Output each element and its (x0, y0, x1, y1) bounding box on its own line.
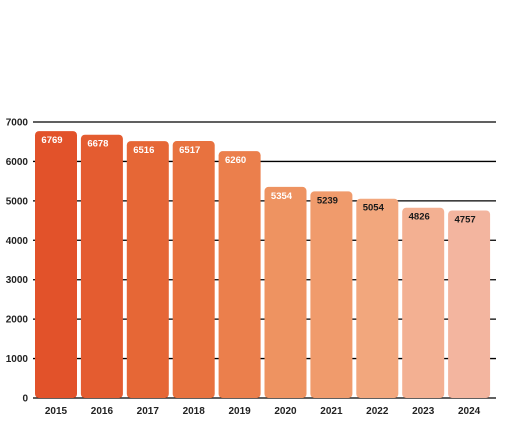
x-tick-label-2015: 2015 (45, 406, 68, 417)
y-tick-label-7000: 7000 (6, 118, 29, 129)
y-tick-label-3000: 3000 (6, 275, 29, 286)
bar-2017 (126, 141, 169, 398)
bar-2019 (218, 151, 261, 398)
y-tick-label-6000: 6000 (6, 157, 29, 168)
y-tick-label-4000: 4000 (6, 236, 29, 247)
x-tick-label-2020: 2020 (274, 406, 297, 417)
data-label-2018: 6517 (179, 145, 200, 156)
x-tick-label-2017: 2017 (137, 406, 160, 417)
x-axis-tick-labels: 2015 2016 2017 2018 2019 2020 2021 2022 2023 2024 (45, 406, 481, 417)
bar-2023 (402, 207, 445, 398)
data-label-2015: 6769 (41, 135, 62, 146)
bar-2020 (264, 186, 307, 398)
data-label-2024: 4757 (455, 214, 476, 225)
data-label-2021: 5239 (317, 195, 338, 206)
data-label-2023: 4826 (409, 212, 430, 223)
data-labels: 6769 6678 6516 6517 6260 5354 5239 5054 4826 4757 (41, 135, 475, 225)
x-tick-label-2022: 2022 (366, 406, 389, 417)
bar-2018 (172, 141, 215, 398)
x-tick-label-2024: 2024 (458, 406, 481, 417)
y-tick-label-2000: 2000 (6, 315, 29, 326)
data-label-2019: 6260 (225, 155, 246, 166)
bar-2022 (356, 198, 399, 398)
data-label-2016: 6678 (87, 139, 108, 150)
data-label-2017: 6516 (133, 145, 154, 156)
y-tick-label-0: 0 (22, 394, 28, 405)
bar-2016 (80, 134, 123, 399)
x-tick-label-2021: 2021 (320, 406, 343, 417)
bar-2024 (448, 210, 491, 398)
x-tick-label-2019: 2019 (228, 406, 251, 417)
y-axis-tick-labels: 0 1000 2000 3000 4000 5000 6000 7000 (6, 118, 29, 405)
x-tick-label-2016: 2016 (91, 406, 114, 417)
y-tick-label-1000: 1000 (6, 354, 29, 365)
x-tick-label-2023: 2023 (412, 406, 435, 417)
y-tick-label-5000: 5000 (6, 196, 29, 207)
bars (35, 131, 491, 399)
bar-2015 (35, 131, 77, 398)
data-label-2020: 5354 (271, 191, 293, 202)
bar-2021 (310, 191, 353, 398)
data-label-2022: 5054 (363, 203, 385, 214)
x-tick-label-2018: 2018 (183, 406, 206, 417)
